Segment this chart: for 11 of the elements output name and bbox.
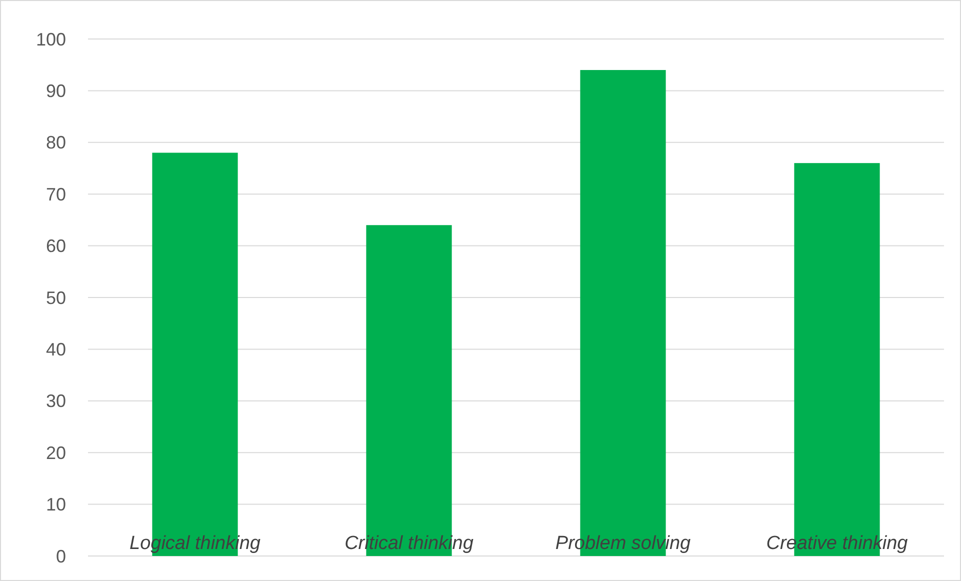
y-tick-label: 30: [46, 391, 66, 412]
y-tick-label: 10: [46, 494, 66, 515]
y-tick-label: 80: [46, 132, 66, 153]
y-tick-label: 50: [46, 288, 66, 308]
y-tick-label: 90: [46, 81, 66, 101]
y-tick-label: 60: [46, 236, 66, 256]
y-tick-label: 20: [46, 442, 66, 463]
y-tick-label: 70: [46, 184, 66, 204]
y-tick-label: 40: [46, 340, 66, 360]
y-tick-label: 0: [56, 546, 66, 566]
y-tick-label: 100: [36, 29, 66, 50]
